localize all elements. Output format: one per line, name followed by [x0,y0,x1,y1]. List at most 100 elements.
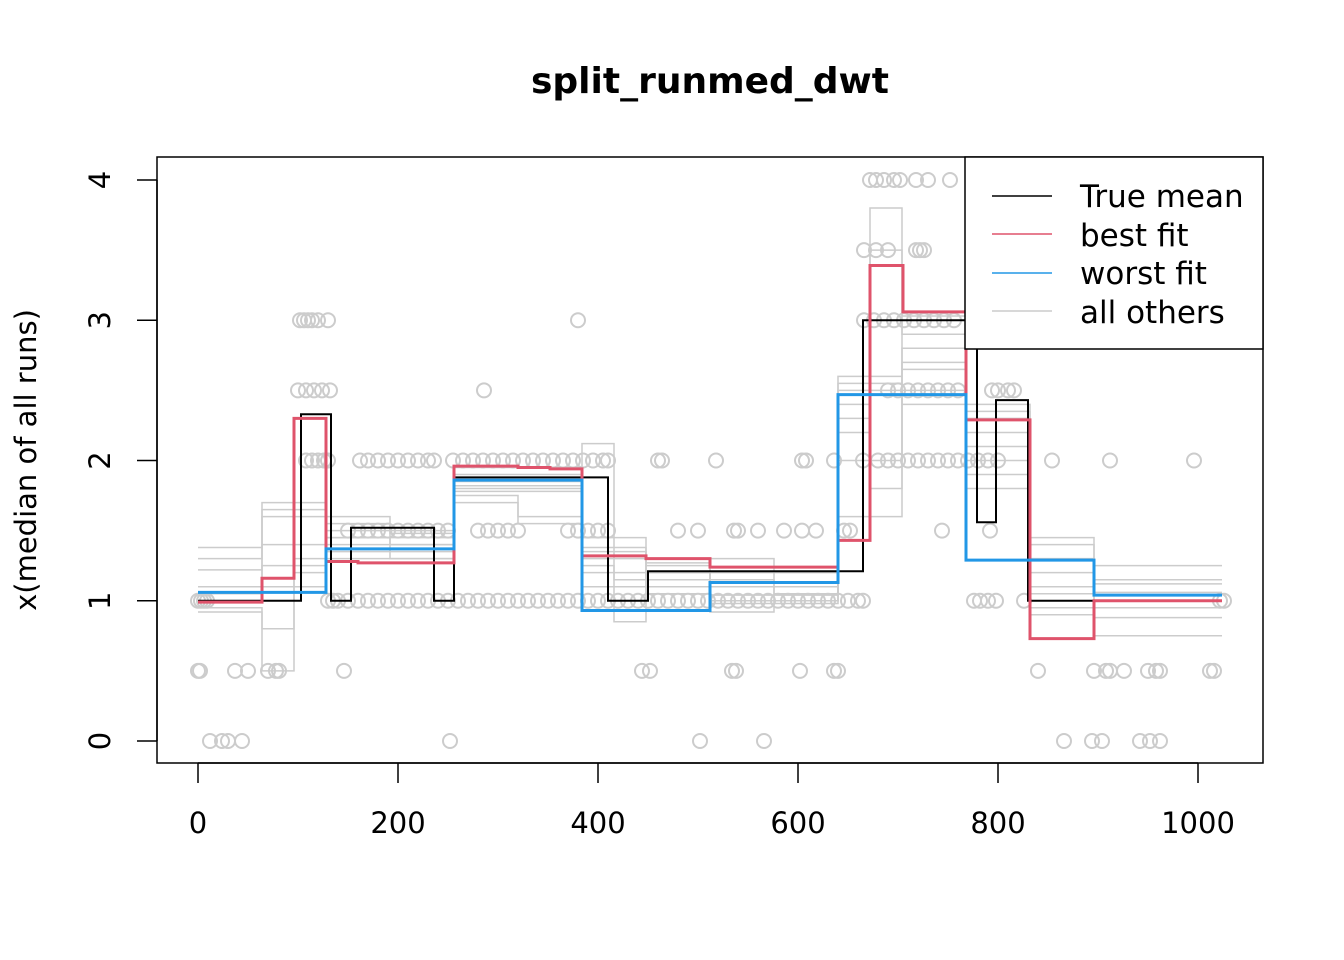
median-point [940,452,956,469]
x-tick-label: 200 [370,806,425,840]
median-point [560,592,576,609]
median-point [352,452,368,469]
median-point [442,732,458,749]
y-tick-label: 1 [83,592,117,610]
median-point [298,382,314,399]
median-point [410,592,426,609]
median-point [1006,382,1022,399]
median-point [380,522,396,539]
median-point [960,452,976,469]
median-point [880,452,896,469]
median-point [830,662,846,679]
median-point [1084,732,1100,749]
median-point [890,382,906,399]
median-point [380,592,396,609]
median-point [900,382,916,399]
median-point [826,452,842,469]
median-point [660,592,676,609]
median-point [842,522,858,539]
legend-label-best-fit: best fit [1080,218,1189,254]
median-point [214,732,230,749]
median-point [908,172,924,189]
worst-fit-line [198,393,1222,613]
y-axis-label: x(median of all runs) [9,309,43,611]
median-point [830,592,846,609]
median-point [730,522,746,539]
median-point [500,592,516,609]
median-point [654,452,670,469]
median-point [1086,662,1102,679]
median-point [590,592,606,609]
legend-label-true-mean: True mean [1079,179,1244,215]
median-point [370,522,386,539]
median-point [892,172,908,189]
median-point [292,312,308,329]
median-point [780,592,796,609]
median-point [808,522,824,539]
median-point [570,522,586,539]
median-point [560,522,576,539]
median-point [1116,662,1132,679]
median-point [234,732,250,749]
median-point [794,452,810,469]
median-point [540,592,556,609]
median-point [690,592,706,609]
median-point [900,452,916,469]
median-point [886,172,902,189]
median-point [590,522,606,539]
median-point [792,662,808,679]
median-point [760,592,776,609]
median-point [304,312,320,329]
x-tick-label: 800 [970,806,1025,840]
median-point [400,592,416,609]
median-point [868,242,884,259]
median-point [500,522,516,539]
median-point [972,592,988,609]
chart-title: split_runmed_dwt [531,61,889,102]
median-point [360,452,376,469]
median-point [400,452,416,469]
median-point [470,592,486,609]
legend-box [964,156,1264,350]
legend-label-all-others: all others [1080,295,1225,331]
median-point [202,732,218,749]
median-point [530,592,546,609]
median-point [790,592,806,609]
median-point [1098,662,1114,679]
median-point [410,452,426,469]
median-point [240,662,256,679]
median-point [798,452,814,469]
median-point [490,592,506,609]
median-point [510,522,526,539]
median-point [510,592,526,609]
median-point [910,452,926,469]
x-tick-label: 400 [570,806,625,840]
true-mean-line [198,319,1222,602]
median-point [642,662,658,679]
median-point [940,382,956,399]
median-point [876,172,892,189]
median-point [650,452,666,469]
median-point [920,452,936,469]
median-point [420,452,436,469]
median-points [190,172,1232,749]
median-point [1152,662,1168,679]
median-point [271,662,287,679]
median-point [880,382,896,399]
median-point [708,452,724,469]
median-point [360,592,376,609]
median-point [650,592,666,609]
median-point [320,452,336,469]
median-point [1000,382,1016,399]
median-point [490,522,506,539]
median-point [304,452,320,469]
median-point [800,592,816,609]
median-point [880,242,896,259]
median-point [1056,732,1072,749]
median-point [730,592,746,609]
median-point [314,382,330,399]
median-point [692,732,708,749]
median-point [750,592,766,609]
median-point [942,172,958,189]
median-point [520,592,536,609]
